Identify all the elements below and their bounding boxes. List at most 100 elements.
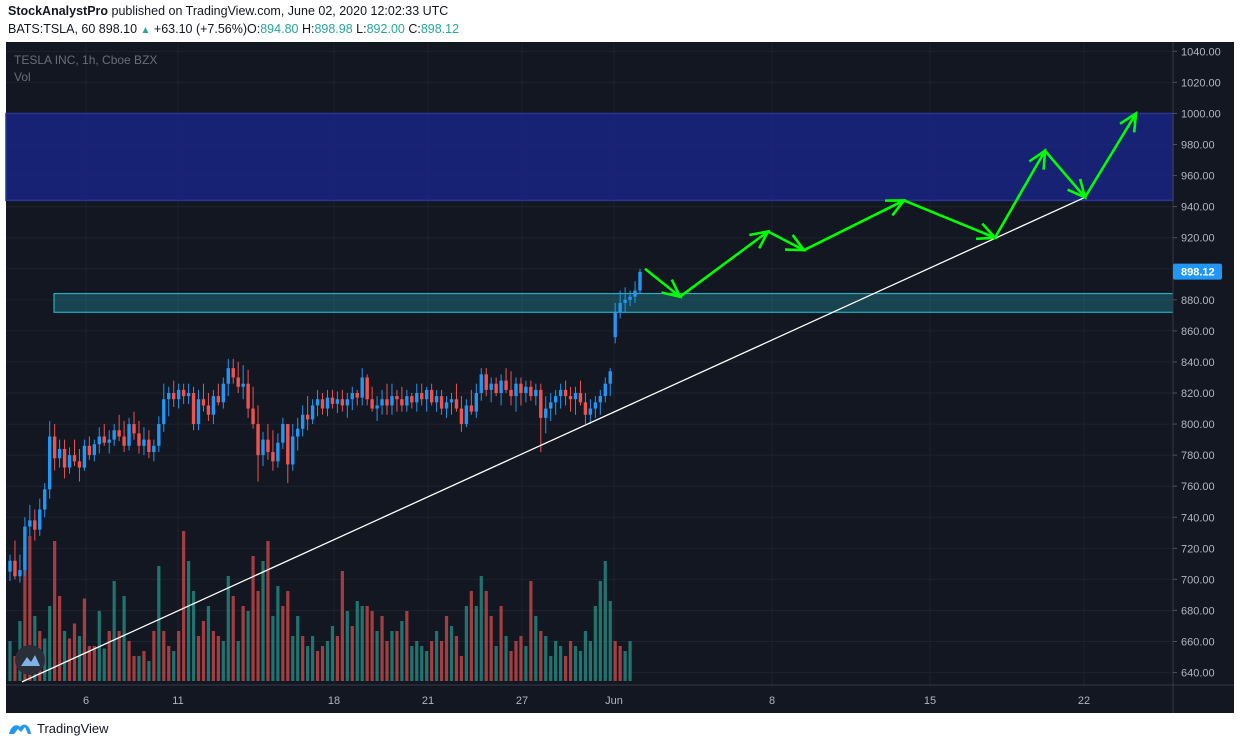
candle-body-89 [449, 399, 454, 403]
candle-body-35 [181, 389, 186, 397]
candle-body-71 [360, 377, 364, 398]
candle-body-121 [608, 371, 612, 384]
candle-body-38 [196, 399, 201, 425]
candle-body-65 [330, 397, 335, 404]
candle-body-19 [102, 436, 106, 443]
candle-body-91 [459, 408, 464, 425]
volume-bar-25 [132, 656, 136, 681]
ytick-label-15: 940.00 [1181, 202, 1215, 214]
volume-bar-29 [152, 631, 156, 681]
projection-arrowhead-6 [1028, 148, 1047, 170]
volume-bar-93 [469, 591, 473, 681]
candle-body-86 [434, 396, 439, 403]
ohlc-line: BATS:TSLA, 60 898.10 ▲ +63.10 (+7.56%)O:… [8, 22, 459, 36]
candle-body-101 [509, 389, 513, 397]
volume-bar-63 [320, 646, 325, 681]
volume-bar-30 [157, 566, 161, 681]
candle-body-23 [122, 436, 126, 446]
volume-bar-92 [464, 606, 468, 681]
zones [5, 112, 1174, 313]
volume-bar-86 [435, 631, 439, 681]
candle-body-17 [92, 444, 97, 456]
candle-body-112 [563, 389, 568, 397]
volume-bar-114 [573, 646, 578, 681]
high-label: H: [301, 22, 315, 36]
ytick-label-6: 760.00 [1181, 481, 1215, 493]
time-axis-background[interactable] [6, 685, 1234, 713]
candle-body-18 [97, 436, 101, 445]
xtick-label-6: 8 [769, 695, 775, 707]
candle-body-57 [291, 436, 295, 465]
ytick-label-17: 980.00 [1181, 140, 1215, 152]
volume-bar-116 [583, 631, 588, 681]
candle-body-73 [370, 399, 374, 409]
volume-bar-3 [23, 548, 27, 681]
price-tag: 898.12 [1173, 263, 1222, 280]
price-tag-label: 898.12 [1181, 267, 1215, 279]
volume-bar-39 [201, 621, 206, 681]
volume-bar-106 [534, 616, 538, 681]
volume-bar-83 [420, 646, 424, 681]
candle-body-33 [172, 393, 176, 400]
candle-body-113 [568, 396, 573, 400]
volume-bar-32 [167, 646, 171, 681]
candle-body-114 [573, 393, 578, 400]
candle-body-120 [603, 383, 607, 397]
volume-bar-0 [8, 641, 12, 681]
volume-bar-70 [355, 601, 359, 681]
footer-brand[interactable]: TradingView [37, 721, 109, 736]
candle-body-41 [211, 396, 216, 415]
volume-bar-22 [117, 631, 121, 681]
ytick-label-4: 720.00 [1181, 543, 1215, 555]
ytick-label-7: 780.00 [1181, 450, 1215, 462]
candle-body-42 [216, 396, 221, 403]
price-axis-background[interactable] [1173, 42, 1234, 685]
candle-body-79 [400, 399, 404, 406]
candle-body-9 [52, 436, 57, 459]
published-text: published on TradingView.com, June 02, 2… [111, 4, 449, 18]
volume-bar-67 [340, 571, 344, 681]
ytick-label-2: 680.00 [1181, 605, 1215, 617]
candle-body-7 [43, 489, 47, 510]
volume-bar-78 [395, 631, 399, 681]
volume-bar-81 [410, 646, 414, 681]
candle-body-55 [281, 424, 285, 443]
candle-body-80 [405, 396, 409, 406]
candle-body-95 [479, 374, 483, 394]
ytick-label-18: 1000.00 [1181, 108, 1221, 120]
volume-bar-4 [28, 536, 32, 681]
candle-body-26 [137, 433, 141, 446]
ytick-label-10: 840.00 [1181, 357, 1215, 369]
volume-bar-91 [459, 656, 464, 681]
volume-bar-47 [241, 606, 245, 681]
candle-body-111 [558, 389, 563, 397]
volume-bar-62 [315, 651, 320, 681]
volume-bar-84 [425, 651, 429, 681]
up-arrow-icon: ▲ [140, 25, 151, 36]
volume-bar-50 [256, 591, 260, 681]
candle-body-25 [132, 424, 136, 434]
volume-bar-73 [370, 611, 374, 681]
volume-bar-87 [439, 641, 444, 681]
volume-bar-35 [182, 531, 186, 681]
candle-body-52 [266, 439, 270, 453]
ytick-label-20: 1040.00 [1181, 46, 1221, 58]
candle-body-0 [8, 560, 12, 572]
volume-bar-28 [147, 661, 151, 681]
publish-line: StockAnalystPro published on TradingView… [8, 4, 448, 18]
candle-body-15 [82, 445, 87, 468]
candle-body-5 [33, 520, 37, 530]
volume-bar-103 [519, 636, 523, 681]
xtick-label-7: 15 [924, 695, 936, 707]
footer: TradingView [8, 721, 109, 736]
candle-body-39 [201, 399, 206, 406]
ytick-label-12: 880.00 [1181, 295, 1215, 307]
volume-bar-10 [58, 596, 62, 681]
volume-bar-54 [276, 586, 280, 681]
volume-bar-45 [231, 596, 235, 681]
candle-body-64 [325, 397, 330, 409]
candle-body-10 [57, 448, 62, 459]
author[interactable]: StockAnalystPro [8, 4, 109, 18]
volume-bar-98 [494, 646, 498, 681]
